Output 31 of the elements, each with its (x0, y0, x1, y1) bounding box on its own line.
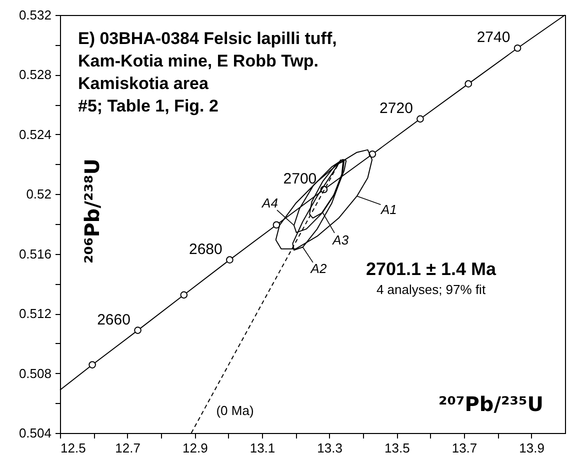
x-tick-label: 13.1 (250, 440, 276, 456)
annotation: A4 (261, 195, 278, 210)
annotation: 4 analyses; 97% fit (376, 282, 486, 297)
text: E) 03BHA-0384 Felsic lapilli tuff, Kam-Kotia mine, E Robb Twp. Kamiskotia area #5; Table 1, Fig. 2 (78, 29, 337, 116)
y-axis-title: ²⁰⁶Pb/²³⁸U (80, 158, 104, 264)
annotation: A3 (332, 232, 350, 248)
annotation: (0 Ma) (216, 403, 254, 418)
x-axis-title: ²⁰⁷Pb/²³⁵U (438, 392, 544, 416)
y-tick-label: 0.528 (18, 67, 52, 82)
annotation: A2 (310, 261, 328, 276)
y-tick-label: 0.516 (18, 246, 52, 262)
y-tick-label: 0.52 (26, 186, 52, 202)
x-tick-label: 12.5 (60, 440, 86, 456)
x-tick-label: 13.3 (317, 440, 342, 456)
annotation: 2720 (380, 100, 413, 117)
y-tick-label: 0.532 (18, 8, 52, 22)
y-tick-label: 0.512 (18, 306, 52, 322)
annotation: A1 (380, 202, 397, 218)
annotation: 2660 (97, 311, 130, 328)
annotation: 2680 (188, 240, 222, 258)
annotation: 2700 (283, 170, 317, 188)
x-tick-label: 13.5 (384, 440, 410, 456)
y-tick-label: 0.508 (18, 366, 52, 381)
x-tick-label: 12.9 (182, 440, 208, 456)
annotation: 2740 (476, 29, 510, 46)
x-tick-label: 13.7 (452, 440, 478, 456)
annotation: 2701.1 ± 1.4 Ma (366, 259, 497, 279)
y-tick-label: 0.504 (18, 426, 52, 440)
y-tick-label: 0.524 (18, 126, 52, 142)
x-tick-label: 12.7 (115, 440, 140, 456)
x-tick-label: 13.9 (519, 440, 544, 456)
